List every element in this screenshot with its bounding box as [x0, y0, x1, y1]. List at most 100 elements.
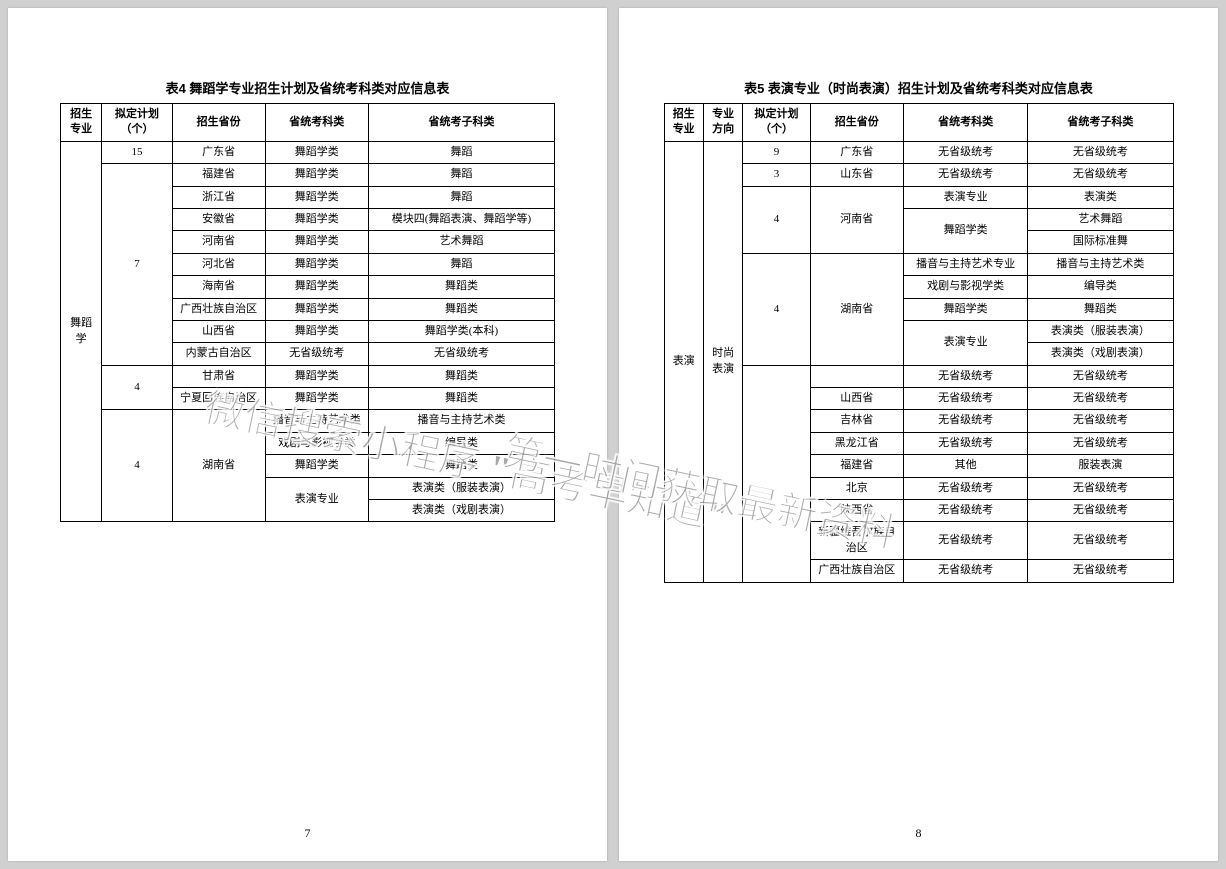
- prov-cell: 河北省: [172, 253, 265, 275]
- cat-cell: 无省级统考: [903, 522, 1027, 560]
- sub-cell: 国际标准舞: [1028, 231, 1173, 253]
- sub-cell: 艺术舞蹈: [1028, 208, 1173, 230]
- cat-cell: 戏剧与影视学类: [903, 276, 1027, 298]
- prov-cell: 北京: [810, 477, 903, 499]
- page-number-right: 8: [619, 826, 1218, 841]
- cat-cell: 播音与主持艺术专业: [903, 253, 1027, 275]
- cat-cell: 无省级统考: [903, 388, 1027, 410]
- table5: 招生专业 专业方向 拟定计划（个） 招生省份 省统考科类 省统考子科类 表演时尚…: [664, 103, 1174, 583]
- table4-title: 表4 舞蹈学专业招生计划及省统考科类对应信息表: [48, 78, 567, 97]
- th-count: 拟定计划（个）: [743, 104, 810, 142]
- prov-cell: 福建省: [810, 455, 903, 477]
- count-cell: 4: [102, 410, 172, 522]
- sub-cell: 无省级统考: [1028, 141, 1173, 163]
- th-prov: 招生省份: [810, 104, 903, 142]
- prov-cell: 甘肃省: [172, 365, 265, 387]
- major-cell: 表演: [664, 141, 703, 582]
- cat-cell: 无省级统考: [903, 365, 1027, 387]
- prov-cell: 广东省: [172, 141, 265, 163]
- sub-cell: 无省级统考: [1028, 560, 1173, 582]
- cat-cell: 舞蹈学类: [265, 365, 368, 387]
- sub-cell: 舞蹈: [368, 186, 554, 208]
- sub-cell: 舞蹈类: [368, 365, 554, 387]
- sub-cell: 播音与主持艺术类: [368, 410, 554, 432]
- cat-cell: 舞蹈学类: [265, 455, 368, 477]
- sub-cell: 无省级统考: [1028, 432, 1173, 454]
- sub-cell: 无省级统考: [1028, 365, 1173, 387]
- cat-cell: 无省级统考: [903, 141, 1027, 163]
- sub-cell: 无省级统考: [1028, 477, 1173, 499]
- prov-cell: 湖南省: [172, 410, 265, 522]
- prov-cell: 山西省: [810, 388, 903, 410]
- cat-cell: 无省级统考: [265, 343, 368, 365]
- cat-cell: 表演专业: [903, 320, 1027, 365]
- th-sub: 省统考子科类: [1028, 104, 1173, 142]
- sub-cell: 舞蹈类: [368, 276, 554, 298]
- prov-cell: 内蒙古自治区: [172, 343, 265, 365]
- page-number-left: 7: [8, 826, 607, 841]
- document-page-right: 表5 表演专业（时尚表演）招生计划及省统考科类对应信息表 招生专业 专业方向 拟…: [619, 8, 1218, 861]
- cat-cell: 戏剧与影视学类: [265, 432, 368, 454]
- cat-cell: 舞蹈学类: [265, 253, 368, 275]
- prov-cell: 吉林省: [810, 410, 903, 432]
- th-sub: 省统考子科类: [368, 104, 554, 142]
- cat-cell: 表演专业: [903, 186, 1027, 208]
- sub-cell: 舞蹈: [368, 253, 554, 275]
- cat-cell: 无省级统考: [903, 432, 1027, 454]
- cat-cell: 无省级统考: [903, 164, 1027, 186]
- count-cell: 7: [102, 164, 172, 366]
- count-cell: 4: [743, 186, 810, 253]
- prov-cell: 宁夏回族自治区: [172, 388, 265, 410]
- cat-cell: 舞蹈学类: [903, 298, 1027, 320]
- sub-cell: 无省级统考: [368, 343, 554, 365]
- cat-cell: 舞蹈学类: [903, 208, 1027, 253]
- prov-cell: 新疆维吾尔族自治区: [810, 522, 903, 560]
- cat-cell: 播音与主持艺术类: [265, 410, 368, 432]
- cat-cell: 表演专业: [265, 477, 368, 522]
- sub-cell: 无省级统考: [1028, 388, 1173, 410]
- cat-cell: 无省级统考: [903, 477, 1027, 499]
- prov-cell: 山东省: [810, 164, 903, 186]
- table5-title: 表5 表演专业（时尚表演）招生计划及省统考科类对应信息表: [659, 78, 1178, 97]
- th-dir: 专业方向: [703, 104, 742, 142]
- sub-cell: 表演类: [1028, 186, 1173, 208]
- sub-cell: 表演类（服装表演）: [1028, 320, 1173, 342]
- th-major: 招生专业: [664, 104, 703, 142]
- count-cell: 4: [743, 253, 810, 365]
- sub-cell: 舞蹈类: [1028, 298, 1173, 320]
- sub-cell: 编导类: [368, 432, 554, 454]
- cat-cell: 舞蹈学类: [265, 231, 368, 253]
- sub-cell: 无省级统考: [1028, 522, 1173, 560]
- prov-cell: 河南省: [172, 231, 265, 253]
- count-cell: 15: [102, 141, 172, 163]
- prov-cell: 海南省: [172, 276, 265, 298]
- prov-cell: 山西省: [172, 320, 265, 342]
- sub-cell: 舞蹈类: [368, 455, 554, 477]
- sub-cell: 舞蹈类: [368, 388, 554, 410]
- count-cell: [743, 365, 810, 582]
- sub-cell: 舞蹈学类(本科): [368, 320, 554, 342]
- count-cell: 9: [743, 141, 810, 163]
- sub-cell: 表演类（服装表演）: [368, 477, 554, 499]
- sub-cell: 模块四(舞蹈表演、舞蹈学等): [368, 208, 554, 230]
- prov-cell: 黑龙江省: [810, 432, 903, 454]
- prov-cell: 福建省: [172, 164, 265, 186]
- prov-cell: 湖南省: [810, 253, 903, 365]
- th-major: 招生专业: [61, 104, 102, 142]
- count-cell: 3: [743, 164, 810, 186]
- th-cat: 省统考科类: [265, 104, 368, 142]
- prov-cell: 浙江省: [172, 186, 265, 208]
- prov-cell: [810, 365, 903, 387]
- cat-cell: 无省级统考: [903, 410, 1027, 432]
- cat-cell: 其他: [903, 455, 1027, 477]
- cat-cell: 舞蹈学类: [265, 298, 368, 320]
- th-prov: 招生省份: [172, 104, 265, 142]
- sub-cell: 舞蹈: [368, 164, 554, 186]
- prov-cell: 广西壮族自治区: [810, 560, 903, 582]
- cat-cell: 舞蹈学类: [265, 208, 368, 230]
- cat-cell: 舞蹈学类: [265, 141, 368, 163]
- cat-cell: 舞蹈学类: [265, 186, 368, 208]
- document-page-left: 表4 舞蹈学专业招生计划及省统考科类对应信息表 招生专业 拟定计划（个） 招生省…: [8, 8, 607, 861]
- sub-cell: 编导类: [1028, 276, 1173, 298]
- sub-cell: 播音与主持艺术类: [1028, 253, 1173, 275]
